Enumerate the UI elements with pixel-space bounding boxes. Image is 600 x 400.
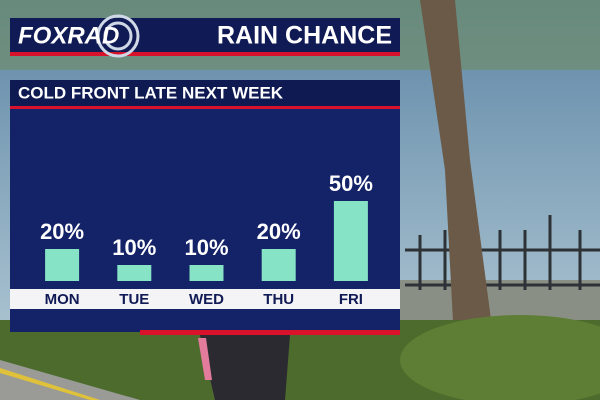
- value-label: 20%: [257, 219, 301, 244]
- x-tick-label: FRI: [339, 291, 363, 308]
- value-label: 10%: [184, 235, 228, 260]
- panel: COLD FRONT LATE NEXT WEEK: [10, 80, 400, 335]
- x-tick-label: TUE: [119, 291, 149, 308]
- bar: [45, 249, 80, 281]
- value-label: 10%: [112, 235, 156, 260]
- value-label: 50%: [329, 171, 373, 196]
- x-tick-label: MON: [45, 291, 80, 308]
- bar: [261, 249, 296, 281]
- x-tick-label: THU: [263, 291, 294, 308]
- bar: [189, 265, 224, 281]
- value-label: 20%: [40, 219, 84, 244]
- title-bar: FOXRAD RAIN CHANCE: [10, 14, 400, 58]
- bar: [333, 201, 368, 281]
- bar: [117, 265, 152, 281]
- logo: FOXRAD: [18, 22, 119, 49]
- chart-subtitle: COLD FRONT LATE NEXT WEEK: [18, 83, 284, 102]
- chart-title: RAIN CHANCE: [217, 22, 392, 50]
- x-tick-label: WED: [189, 291, 224, 308]
